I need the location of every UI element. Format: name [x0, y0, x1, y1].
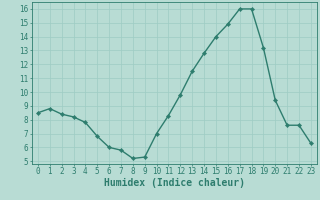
X-axis label: Humidex (Indice chaleur): Humidex (Indice chaleur): [104, 178, 245, 188]
